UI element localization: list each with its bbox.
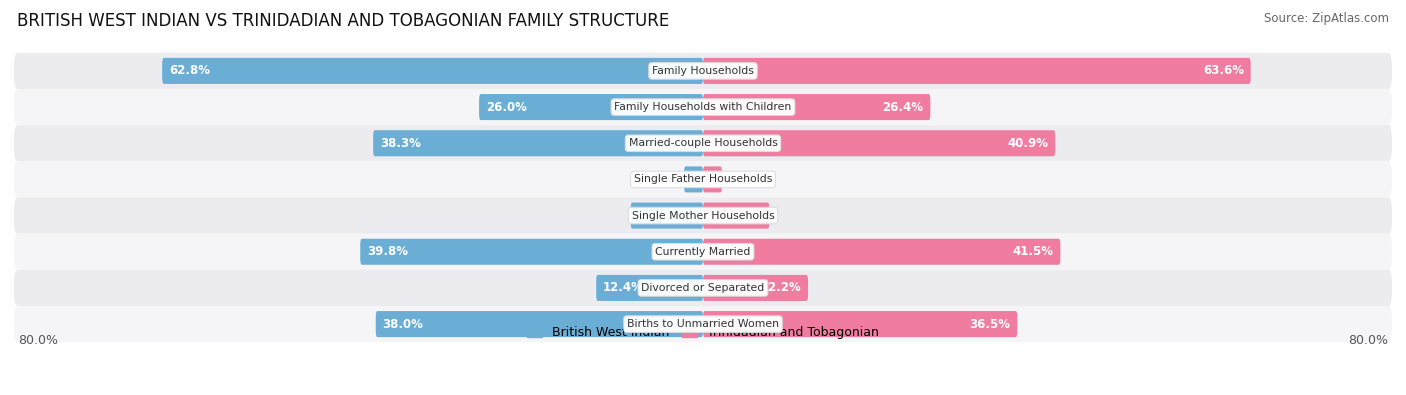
FancyBboxPatch shape [703, 130, 1056, 156]
Text: 38.0%: 38.0% [382, 318, 423, 331]
Text: BRITISH WEST INDIAN VS TRINIDADIAN AND TOBAGONIAN FAMILY STRUCTURE: BRITISH WEST INDIAN VS TRINIDADIAN AND T… [17, 12, 669, 30]
FancyBboxPatch shape [703, 94, 931, 120]
Text: 12.4%: 12.4% [603, 281, 644, 294]
FancyBboxPatch shape [14, 125, 1392, 161]
Text: 8.4%: 8.4% [637, 209, 671, 222]
Text: 2.2%: 2.2% [727, 173, 756, 186]
Text: Currently Married: Currently Married [655, 247, 751, 257]
FancyBboxPatch shape [479, 94, 703, 120]
Text: Single Mother Households: Single Mother Households [631, 211, 775, 220]
FancyBboxPatch shape [703, 239, 1060, 265]
Text: Source: ZipAtlas.com: Source: ZipAtlas.com [1264, 12, 1389, 25]
FancyBboxPatch shape [360, 239, 703, 265]
Text: Family Households with Children: Family Households with Children [614, 102, 792, 112]
Text: 2.2%: 2.2% [650, 173, 679, 186]
FancyBboxPatch shape [373, 130, 703, 156]
FancyBboxPatch shape [596, 275, 703, 301]
FancyBboxPatch shape [14, 306, 1392, 342]
Text: Family Households: Family Households [652, 66, 754, 76]
Text: 40.9%: 40.9% [1007, 137, 1049, 150]
Text: 12.2%: 12.2% [761, 281, 801, 294]
FancyBboxPatch shape [703, 166, 721, 192]
Text: 26.4%: 26.4% [883, 101, 924, 114]
FancyBboxPatch shape [631, 203, 703, 229]
Text: Divorced or Separated: Divorced or Separated [641, 283, 765, 293]
FancyBboxPatch shape [375, 311, 703, 337]
Text: Births to Unmarried Women: Births to Unmarried Women [627, 319, 779, 329]
FancyBboxPatch shape [162, 58, 703, 84]
FancyBboxPatch shape [703, 275, 808, 301]
Text: 41.5%: 41.5% [1012, 245, 1053, 258]
FancyBboxPatch shape [14, 53, 1392, 89]
FancyBboxPatch shape [14, 270, 1392, 306]
FancyBboxPatch shape [14, 161, 1392, 198]
FancyBboxPatch shape [703, 58, 1251, 84]
Text: Married-couple Households: Married-couple Households [628, 138, 778, 148]
FancyBboxPatch shape [14, 198, 1392, 234]
Text: Single Father Households: Single Father Households [634, 175, 772, 184]
FancyBboxPatch shape [14, 234, 1392, 270]
Legend: British West Indian, Trinidadian and Tobagonian: British West Indian, Trinidadian and Tob… [522, 322, 884, 344]
Text: 63.6%: 63.6% [1202, 64, 1244, 77]
FancyBboxPatch shape [703, 311, 1018, 337]
Text: 7.7%: 7.7% [730, 209, 762, 222]
FancyBboxPatch shape [703, 203, 769, 229]
Text: 80.0%: 80.0% [18, 333, 59, 346]
FancyBboxPatch shape [685, 166, 703, 192]
FancyBboxPatch shape [14, 89, 1392, 125]
Text: 39.8%: 39.8% [367, 245, 408, 258]
Text: 80.0%: 80.0% [1347, 333, 1388, 346]
Text: 62.8%: 62.8% [169, 64, 209, 77]
Text: 38.3%: 38.3% [380, 137, 420, 150]
Text: 26.0%: 26.0% [486, 101, 527, 114]
Text: 36.5%: 36.5% [970, 318, 1011, 331]
